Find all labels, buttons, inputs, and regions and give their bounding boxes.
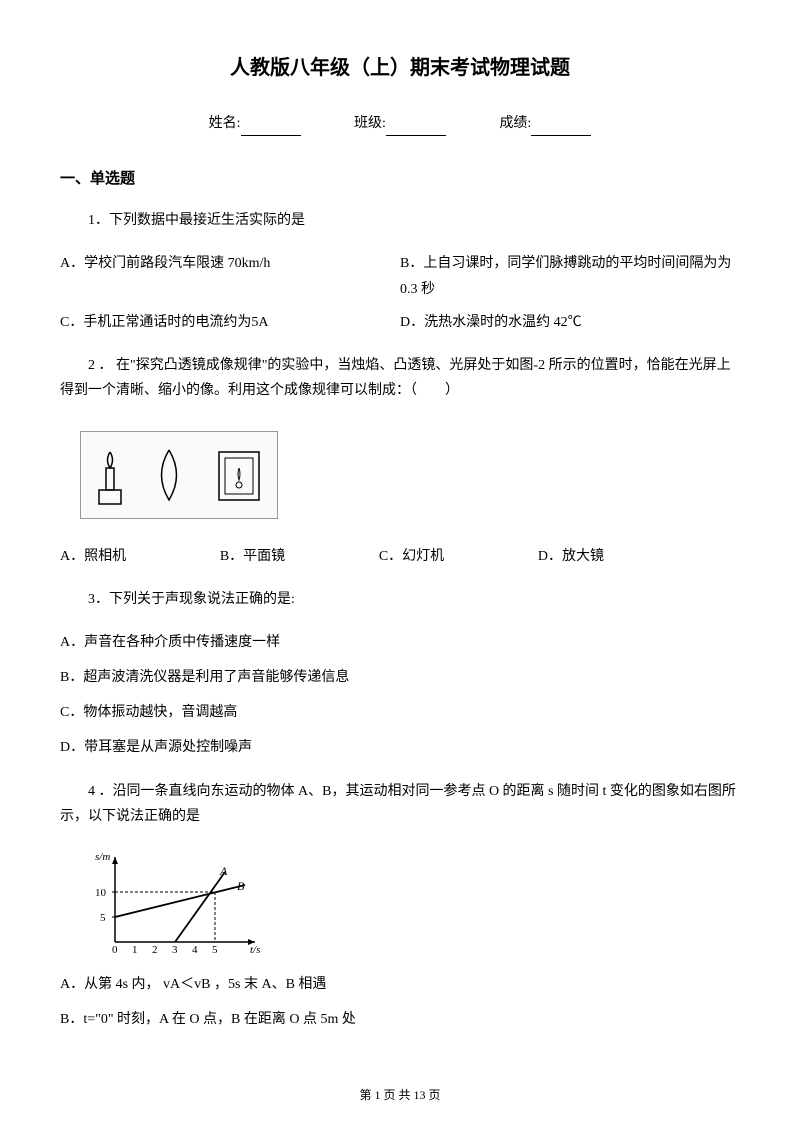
- q3-text: 3．下列关于声现象说法正确的是:: [60, 587, 740, 612]
- q2-text: 2 ． 在"探究凸透镜成像规律"的实验中，当烛焰、凸透镜、光屏处于如图-2 所示…: [60, 353, 740, 403]
- chart-line-B: B: [237, 879, 245, 893]
- q1-optC: C．手机正常通话时的电流约为5A: [60, 310, 400, 335]
- q1-optD: D．洗热水澡时的水温约 42℃: [400, 310, 740, 335]
- name-label: 姓名:: [209, 116, 241, 131]
- name-blank[interactable]: [241, 122, 301, 136]
- chart-xlabel: t/s: [250, 944, 260, 956]
- chart-ytick-5: 5: [100, 912, 106, 924]
- chart-line-A: A: [219, 864, 228, 878]
- q2-optC: C．幻灯机: [379, 544, 444, 569]
- chart-xtick-4: 4: [192, 944, 198, 956]
- chart-xtick-1: 1: [132, 944, 138, 956]
- q1-optB: B．上自习课时，同学们脉搏跳动的平均时间间隔为为 0.3 秒: [400, 251, 740, 301]
- score-blank[interactable]: [531, 122, 591, 136]
- q1-optA: A．学校门前路段汽车限速 70km/h: [60, 251, 400, 301]
- chart-ytick-10: 10: [95, 887, 107, 899]
- chart-xtick-3: 3: [172, 944, 178, 956]
- score-label: 成绩:: [499, 116, 531, 131]
- q2-optB: B．平面镜: [220, 544, 285, 569]
- section-heading: 一、单选题: [60, 166, 740, 193]
- q3-optD: D．带耳塞是从声源处控制噪声: [60, 735, 740, 760]
- q3-optA: A．声音在各种介质中传播速度一样: [60, 630, 740, 655]
- chart-xtick-0: 0: [112, 944, 118, 956]
- chart-xtick-2: 2: [152, 944, 158, 956]
- q2-figure: [80, 431, 278, 519]
- q3-optC: C．物体振动越快，音调越高: [60, 700, 740, 725]
- chart-xtick-5: 5: [212, 944, 218, 956]
- q4-chart: s/m t/s 5 10 0 1 2 3 4 5 B A: [90, 847, 740, 957]
- class-label: 班级:: [354, 116, 386, 131]
- q1-text: 1．下列数据中最接近生活实际的是: [60, 208, 740, 233]
- q4-text: 4 ．沿同一条直线向东运动的物体 A、B，其运动相对同一参考点 O 的距离 s …: [60, 779, 740, 829]
- page-footer: 第 1 页 共 13 页: [0, 1085, 800, 1107]
- q4-optB: B．t="0" 时刻，A 在 O 点，B 在距离 O 点 5m 处: [60, 1007, 740, 1032]
- q2-optD: D．放大镜: [538, 544, 604, 569]
- student-info: 姓名: 班级: 成绩:: [60, 111, 740, 136]
- class-blank[interactable]: [386, 122, 446, 136]
- q4-optA: A．从第 4s 内， vA＜vB ，5s 末 A、B 相遇: [60, 972, 740, 997]
- chart-ylabel: s/m: [95, 851, 110, 863]
- q2-optA: A．照相机: [60, 544, 126, 569]
- q3-optB: B．超声波清洗仪器是利用了声音能够传递信息: [60, 665, 740, 690]
- page-title: 人教版八年级（上）期末考试物理试题: [60, 50, 740, 86]
